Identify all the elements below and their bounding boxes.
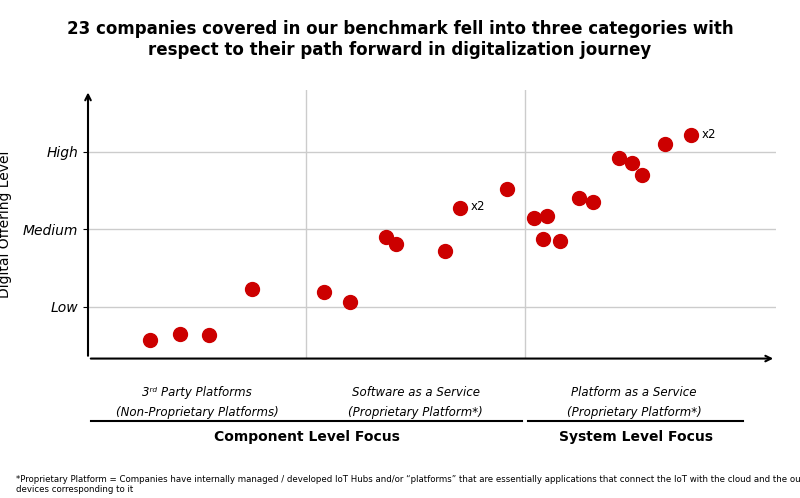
Point — [527, 214, 540, 222]
Text: *Proprietary Platform = Companies have internally managed / developed IoT Hubs a: *Proprietary Platform = Companies have i… — [16, 475, 800, 494]
Point — [626, 159, 638, 167]
Point — [390, 240, 402, 248]
Point — [685, 131, 698, 139]
Point — [380, 233, 393, 241]
Text: (Non-Proprietary Platforms): (Non-Proprietary Platforms) — [116, 406, 278, 419]
Point — [586, 198, 599, 206]
Text: Software as a Service: Software as a Service — [352, 386, 480, 399]
Text: System Level Focus: System Level Focus — [558, 430, 713, 444]
Text: x2: x2 — [702, 127, 716, 140]
Point — [537, 235, 550, 243]
Point — [540, 212, 553, 220]
Text: 3ʳᵈ Party Platforms: 3ʳᵈ Party Platforms — [142, 386, 252, 399]
Y-axis label: Digital Offering Level: Digital Offering Level — [0, 150, 12, 298]
Point — [318, 288, 330, 296]
Point — [203, 331, 216, 339]
Point — [658, 140, 671, 148]
Point — [246, 285, 258, 293]
Text: x2: x2 — [470, 200, 485, 213]
Text: Component Level Focus: Component Level Focus — [214, 430, 399, 444]
Text: 23 companies covered in our benchmark fell into three categories with
respect to: 23 companies covered in our benchmark fe… — [66, 20, 734, 59]
Text: (Proprietary Platform*): (Proprietary Platform*) — [566, 406, 702, 419]
Point — [612, 154, 625, 162]
Point — [635, 171, 648, 179]
Point — [438, 247, 451, 255]
Point — [174, 330, 186, 338]
Text: (Proprietary Platform*): (Proprietary Platform*) — [348, 406, 483, 419]
Text: Platform as a Service: Platform as a Service — [571, 386, 697, 399]
Point — [454, 204, 466, 212]
Point — [501, 185, 514, 193]
Point — [554, 237, 566, 245]
Point — [573, 194, 586, 202]
Point — [144, 337, 157, 345]
Point — [344, 298, 357, 306]
